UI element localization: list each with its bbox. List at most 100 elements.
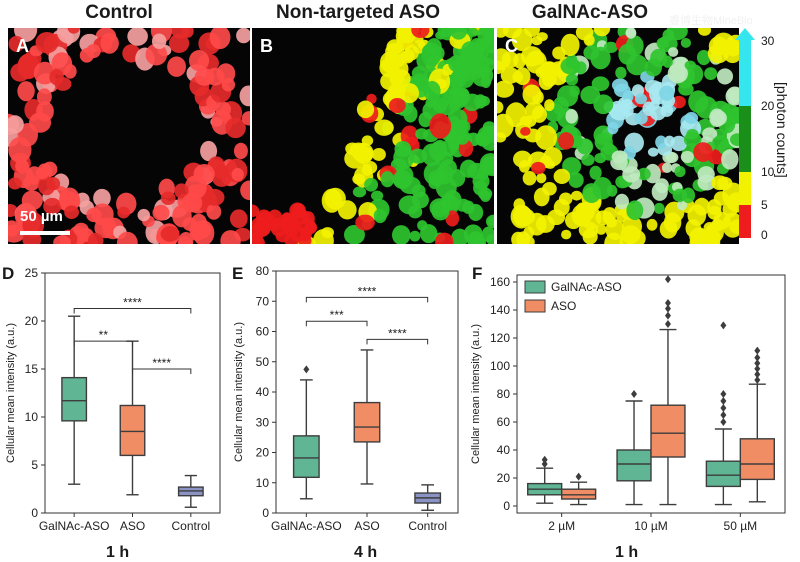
cell [525, 50, 547, 74]
y-tick-label: 20 [25, 314, 39, 328]
cell [713, 191, 729, 206]
box [560, 472, 597, 506]
cell [609, 103, 631, 121]
cell [664, 135, 675, 147]
cell [229, 209, 248, 229]
cell [116, 231, 138, 244]
cell [582, 228, 598, 244]
cell [43, 197, 62, 215]
significance-label: *** [330, 308, 344, 322]
cell [667, 63, 688, 84]
cell [221, 77, 236, 92]
cell [693, 197, 710, 216]
bracket-line [305, 320, 368, 327]
cell [200, 140, 218, 162]
cell [408, 205, 423, 219]
cell [417, 220, 428, 231]
outlier [541, 460, 548, 468]
cell [453, 133, 465, 145]
cell [615, 66, 627, 79]
significance-bracket: **** [73, 296, 192, 314]
y-tick-label: 10 [25, 410, 39, 424]
cell [674, 166, 686, 178]
outlier [720, 411, 727, 419]
y-axis-label: Cellular mean intensity (a.u.) [470, 324, 482, 464]
cell [178, 231, 194, 244]
cell [575, 202, 589, 217]
outlier [754, 353, 761, 362]
significance-label: ** [99, 328, 109, 342]
y-tick-label: 70 [256, 294, 270, 308]
cell [591, 76, 610, 92]
cell [231, 167, 244, 182]
cell [371, 190, 384, 201]
cell [423, 80, 441, 102]
cell [59, 187, 80, 212]
cell [497, 80, 515, 98]
cell [409, 230, 421, 242]
cell [152, 204, 170, 221]
cell [728, 91, 739, 105]
x-tick-label: 50 µM [724, 519, 758, 533]
cell [625, 28, 637, 39]
cell [374, 119, 394, 136]
cell [497, 28, 509, 38]
cell [364, 177, 379, 192]
outlier [754, 364, 761, 373]
cell [450, 28, 468, 40]
cell [67, 28, 80, 34]
y-tick-label: 0 [503, 499, 510, 513]
outlier [720, 397, 727, 405]
cell [583, 45, 600, 60]
cell [576, 138, 594, 155]
micrograph-c: C [497, 28, 739, 244]
colorbar-tick-20: 20 [761, 99, 775, 113]
box-iqr [705, 460, 742, 488]
bracket-line [366, 338, 429, 345]
cell [212, 170, 232, 187]
cell [672, 188, 688, 202]
bracket-line [132, 368, 192, 374]
cell [362, 160, 378, 175]
cell [561, 229, 572, 240]
cell [668, 47, 679, 57]
cell [661, 162, 673, 174]
chart-letter-e: E [232, 264, 244, 283]
cell [181, 193, 203, 213]
time-label-f: 1 h [615, 544, 639, 561]
cell [236, 28, 250, 44]
cell [607, 121, 619, 135]
micrograph-b-image [252, 28, 494, 244]
cell [88, 232, 104, 244]
cell [472, 237, 487, 244]
cell [497, 132, 507, 143]
panel-title-galnac: GalNAc-ASO [531, 2, 649, 23]
cell [411, 184, 426, 198]
cell [371, 147, 386, 161]
outlier [754, 359, 761, 368]
colorbar-cyan [739, 40, 751, 106]
y-tick-label: 0 [31, 506, 38, 520]
cell [151, 33, 167, 50]
cell [560, 33, 580, 57]
box [292, 365, 320, 500]
cell [604, 232, 624, 244]
cell [411, 66, 428, 81]
chart-f: 0 20 40 60 80 100 120 140 160 Cellular mean inten… [470, 274, 786, 533]
cell [402, 51, 414, 64]
colorbar-tick-30: 30 [761, 34, 775, 48]
legend-label: ASO [551, 299, 576, 313]
cell [209, 28, 231, 50]
cell [86, 44, 101, 59]
significance-label: **** [388, 326, 407, 340]
y-tick-label: 0 [262, 506, 269, 520]
cell [522, 84, 542, 105]
cell [497, 101, 504, 114]
cell [558, 132, 575, 150]
cell [644, 58, 662, 77]
cell [625, 35, 644, 57]
outlier [664, 275, 671, 284]
legend-swatch [524, 280, 546, 294]
cell [653, 202, 665, 214]
cell [355, 214, 375, 231]
